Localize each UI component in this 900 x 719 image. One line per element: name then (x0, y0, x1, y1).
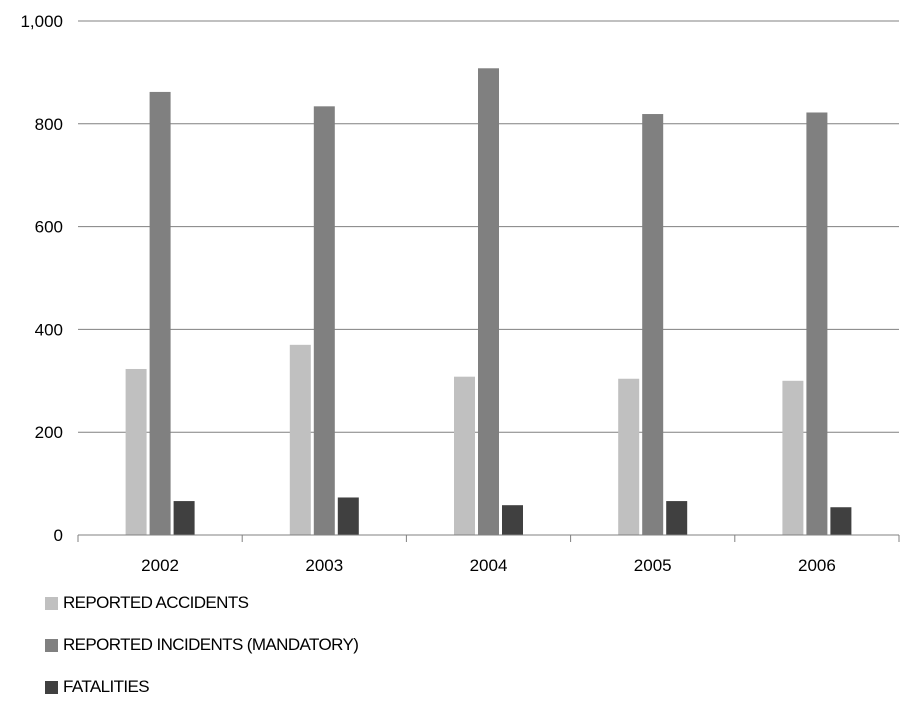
bar-reported-incidents-mandatory-2006 (806, 112, 828, 535)
bar-chart: 0 200 400 600 800 1,000 2002 2003 2004 2005 2006 (20, 12, 900, 575)
legend-label-reported-incidents: REPORTED INCIDENTS (MANDATORY) (63, 635, 359, 654)
x-axis (77, 534, 900, 542)
bar-reported-incidents-mandatory-2004 (478, 68, 499, 536)
legend-item-reported-incidents: REPORTED INCIDENTS (MANDATORY) (45, 635, 359, 655)
x-tick-label: 2004 (470, 556, 508, 575)
y-tick-label: 200 (35, 423, 63, 442)
y-tick-label: 400 (35, 320, 63, 339)
x-tick-label: 2003 (305, 556, 343, 575)
bar-reported-accidents-2002 (125, 368, 147, 535)
legend: REPORTED ACCIDENTS REPORTED INCIDENTS (M… (45, 593, 359, 719)
bar-reported-incidents-mandatory-2002 (149, 91, 171, 535)
legend-label-reported-accidents: REPORTED ACCIDENTS (63, 593, 249, 612)
legend-swatch-reported-incidents (45, 638, 58, 652)
x-axis-ticks: 2002 2003 2004 2005 2006 (141, 556, 836, 575)
bar-fatalities-2005 (666, 501, 688, 535)
bar-fatalities-2004 (502, 505, 523, 535)
legend-item-fatalities: FATALITIES (45, 677, 358, 697)
bar-fatalities-2006 (830, 507, 852, 535)
legend-swatch-fatalities (45, 680, 58, 694)
y-tick-label: 800 (35, 115, 63, 134)
x-tick-label: 2002 (141, 556, 179, 575)
bar-reported-incidents-mandatory-2005 (642, 114, 664, 535)
bar-fatalities-2003 (337, 497, 359, 535)
x-tick-label: 2005 (634, 556, 672, 575)
bar-reported-accidents-2004 (454, 376, 475, 535)
y-tick-label: 0 (54, 526, 63, 545)
x-tick-label: 2006 (798, 556, 836, 575)
bar-reported-accidents-2006 (782, 380, 804, 535)
bar-reported-incidents-mandatory-2003 (313, 106, 335, 535)
y-axis-ticks: 0 200 400 600 800 1,000 (20, 12, 63, 545)
legend-item-reported-accidents: REPORTED ACCIDENTS (45, 593, 358, 613)
bar-reported-accidents-2003 (289, 344, 311, 535)
legend-swatch-reported-accidents (45, 596, 58, 610)
y-tick-label: 1,000 (20, 12, 63, 31)
y-tick-label: 600 (35, 218, 63, 237)
bar-reported-accidents-2005 (618, 378, 640, 535)
bars (125, 68, 852, 536)
legend-label-fatalities: FATALITIES (63, 677, 150, 696)
bar-fatalities-2002 (173, 501, 195, 535)
